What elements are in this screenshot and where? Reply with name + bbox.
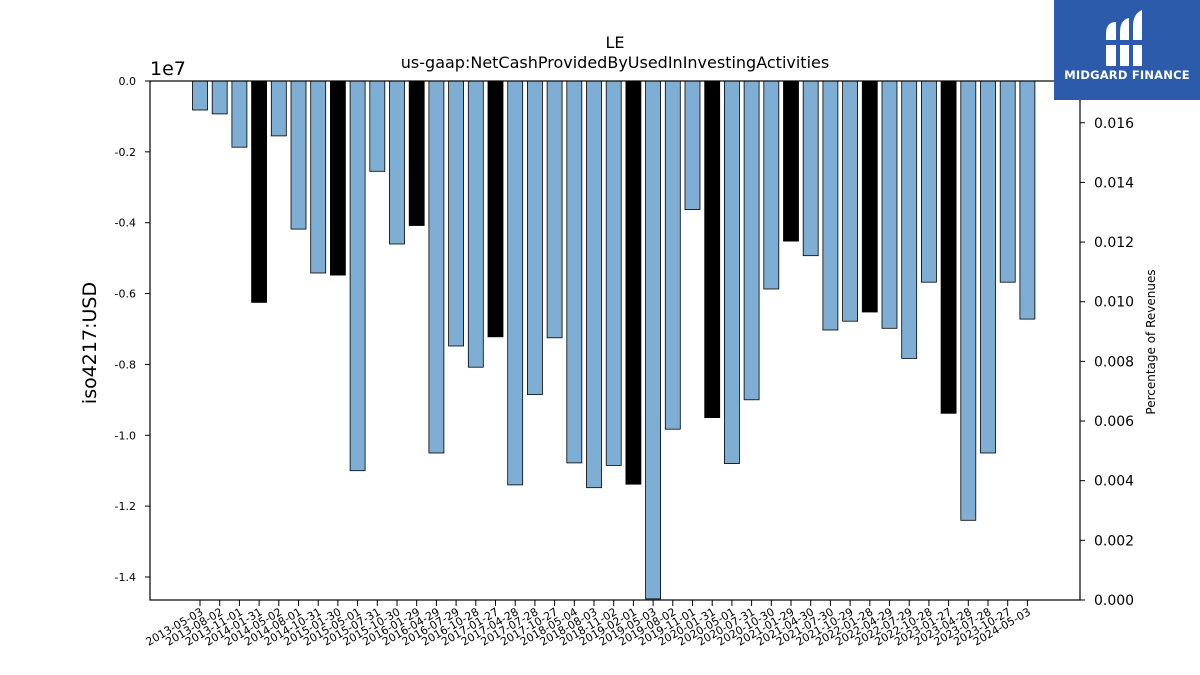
bar [645,80,661,600]
y2-tick-label: 0.010 [1094,295,1134,311]
bar [684,80,701,211]
bar [310,80,327,274]
bar [586,80,602,489]
bar [389,80,405,245]
bar [901,80,918,359]
y-tick-label: 0.0 [119,75,137,88]
bar [861,80,878,313]
chart-title: LE [605,33,624,52]
bar [960,80,977,521]
bar [448,80,465,347]
bar [546,80,563,339]
bar [251,80,268,303]
bar [192,80,208,111]
y-axis-label: iso4217:USD [79,282,101,404]
bar [763,80,780,290]
midgard-m-logo-icon [1104,10,1146,66]
y2-tick-label: 0.012 [1094,235,1134,251]
plot-frame [149,80,1081,601]
bar [270,80,287,137]
bar [664,80,681,430]
y-tick-label: -1.2 [115,500,136,513]
y2-tick-label: 0.006 [1094,414,1134,430]
bar [625,80,642,485]
bar [408,80,425,226]
bar [940,80,957,414]
y-tick-label: -0.8 [115,358,136,371]
y-scale-label: 1e7 [150,58,186,80]
y-axis-ticks: 0.0 -0.2 -0.4 -0.6 -0.8 -1.0 -1.2 -1.4 [115,75,150,584]
y2-tick-label: 0.002 [1094,533,1134,549]
bar [822,80,839,331]
y-tick-label: -0.6 [115,288,136,301]
bar [467,80,484,368]
y-tick-label: -0.2 [115,146,136,159]
y2-tick-label: 0.008 [1094,354,1134,370]
bar [369,80,386,172]
bar [487,80,504,338]
bar [566,80,583,464]
brand-logo: MIDGARD FINANCE [1054,0,1200,100]
bar [980,80,996,454]
chart-subtitle: us-gaap:NetCashProvidedByUsedInInvesting… [401,53,829,72]
x-axis-ticks: 2013-05-032013-08-022013-11-012014-01-31… [144,600,1033,649]
bar [881,80,898,329]
bar [605,80,622,466]
y2-axis-ticks: 0.000 0.002 0.004 0.006 0.008 0.010 0.012 0.014… [1080,116,1134,609]
bar [743,80,760,401]
bar [802,80,819,257]
bar [921,80,937,283]
y-tick-label: -1.0 [115,429,136,442]
y2-axis-label: Percentage of Revenues [1144,269,1158,414]
bar [211,80,228,115]
y-tick-label: -1.4 [115,571,136,584]
bar [349,80,366,472]
brand-name: MIDGARD FINANCE [1064,68,1190,82]
y2-tick-label: 0.016 [1094,116,1134,132]
bars-group [192,80,1036,600]
bar [704,80,721,419]
y2-tick-label: 0.000 [1094,593,1134,609]
bar [231,80,248,148]
y-tick-label: -0.4 [115,217,136,230]
bar [507,80,524,486]
bar [527,80,543,395]
bar [1019,80,1036,320]
bar [290,80,307,230]
bar [428,80,445,454]
bar [329,80,346,276]
bar [999,80,1016,283]
y2-tick-label: 0.014 [1094,175,1134,191]
bar [783,80,799,242]
bar [724,80,740,465]
bar [842,80,858,322]
y2-tick-label: 0.004 [1094,474,1134,490]
